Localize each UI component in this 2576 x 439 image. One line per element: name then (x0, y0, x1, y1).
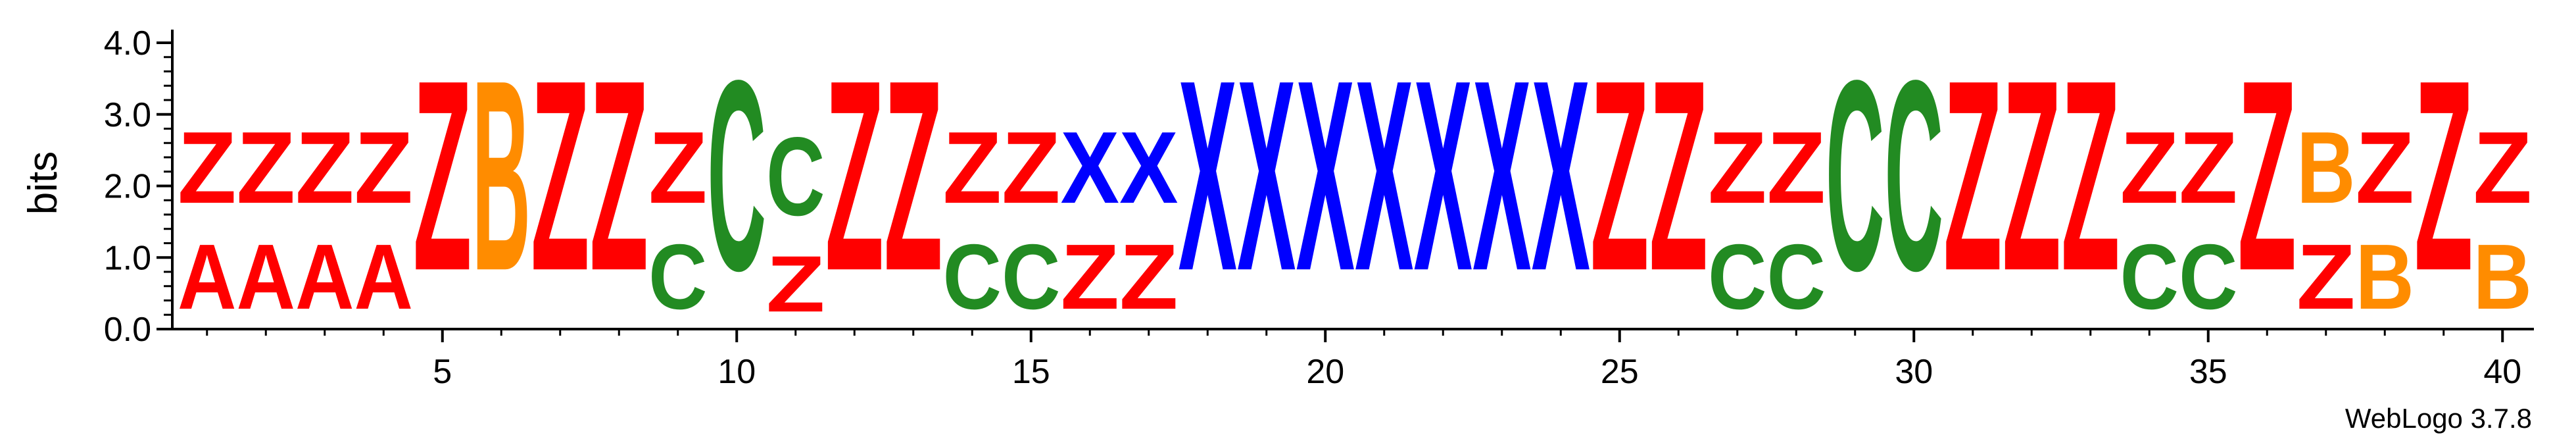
axis-layer (171, 30, 2534, 330)
logo-glyph-z: Z (1119, 226, 1178, 329)
logo-glyph-x: X (1179, 24, 1238, 328)
logo-glyph-z: Z (2297, 226, 2355, 329)
logo-glyph-x: X (1532, 24, 1591, 328)
logo-glyph-z: Z (2414, 24, 2473, 327)
x-tick-label: 30 (1895, 353, 1933, 391)
logo-glyph-z: Z (1002, 110, 1060, 224)
logo-glyph-z: Z (1590, 24, 1649, 327)
logo-glyph-b: B (2297, 111, 2355, 225)
logo-glyph-z: Z (2238, 24, 2297, 327)
y-tick-label: 1.0 (104, 239, 151, 277)
logo-glyph-c: C (1885, 23, 1943, 327)
logo-glyph-c: C (708, 23, 766, 327)
logo-glyph-z: Z (2473, 110, 2532, 224)
logo-glyph-c: C (648, 226, 707, 329)
logo-glyph-z: Z (531, 24, 589, 327)
logo-glyph-c: C (1708, 226, 1766, 329)
logo-glyph-z: Z (648, 110, 707, 224)
x-tick-label: 15 (1012, 353, 1050, 391)
logo-glyph-z: Z (237, 110, 295, 224)
logo-glyph-a: A (178, 226, 236, 329)
logo-glyph-z: Z (354, 110, 413, 224)
y-tick-label: 4.0 (104, 24, 151, 63)
logo-glyph-z: Z (943, 110, 1002, 224)
weblogo-credit: WebLogo 3.7.8 (2345, 403, 2532, 434)
logo-glyph-c: C (1826, 23, 1884, 327)
logo-glyph-c: C (1767, 226, 1826, 329)
logo-glyph-z: Z (2120, 110, 2179, 224)
logo-glyph-c: C (766, 113, 825, 239)
logo-glyph-x: X (1296, 24, 1355, 328)
logo-glyph-z: Z (825, 24, 884, 327)
logo-glyph-b: B (2356, 226, 2414, 329)
logo-glyph-z: Z (1767, 110, 1826, 224)
logo-glyph-a: A (237, 226, 295, 329)
y-axis-title: bits (20, 151, 66, 215)
logo-glyph-x: X (1414, 24, 1473, 328)
y-tick-label: 2.0 (104, 168, 151, 206)
logo-glyph-z: Z (2356, 110, 2414, 224)
logo-glyph-z: Z (295, 110, 354, 224)
logo-glyph-z: Z (2061, 24, 2120, 327)
logo-glyph-z: Z (2179, 110, 2237, 224)
logo-glyph-z: Z (2003, 24, 2061, 327)
logo-glyph-z: Z (1061, 226, 1119, 329)
logo-glyph-c: C (943, 226, 1002, 329)
logo-glyph-x: X (1237, 24, 1296, 328)
x-tick-label: 5 (433, 353, 452, 391)
x-tick-label: 25 (1601, 353, 1639, 391)
logo-glyph-x: X (1472, 24, 1532, 328)
logo-glyph-c: C (2179, 226, 2237, 329)
logo-glyph-z: Z (766, 239, 825, 328)
logo-glyph-b: B (472, 23, 531, 327)
logo-glyph-x: X (1355, 24, 1414, 328)
logo-glyph-z: Z (884, 24, 942, 327)
y-ticks: 0.0 1.0 2.0 3.0 4.0 (104, 24, 172, 349)
x-tick-label: 35 (2189, 353, 2227, 391)
logo-glyph-a: A (354, 226, 413, 329)
x-tick-label: 40 (2483, 353, 2521, 391)
logo-glyph-c: C (1002, 226, 1060, 329)
y-tick-label: 3.0 (104, 96, 151, 134)
logo-glyph-x: X (1119, 111, 1178, 224)
logo-glyph-c: C (2120, 226, 2179, 329)
x-ticks: 5 10 15 20 25 30 35 40 (206, 329, 2521, 391)
logo-glyph-z: Z (1943, 24, 2002, 327)
logo-glyph-z: Z (178, 110, 236, 224)
logo-glyph-z: Z (1649, 24, 1708, 327)
y-tick-label: 0.0 (104, 311, 151, 349)
logo-glyph-z: Z (590, 24, 648, 327)
x-tick-label: 10 (717, 353, 756, 391)
logo-glyph-z: Z (413, 24, 472, 327)
logo-glyph-x: X (1061, 111, 1119, 224)
x-tick-label: 20 (1306, 353, 1344, 391)
logo-glyph-b: B (2473, 226, 2532, 329)
logo-glyph-a: A (295, 226, 354, 329)
logo-glyph-z: Z (1708, 110, 1766, 224)
